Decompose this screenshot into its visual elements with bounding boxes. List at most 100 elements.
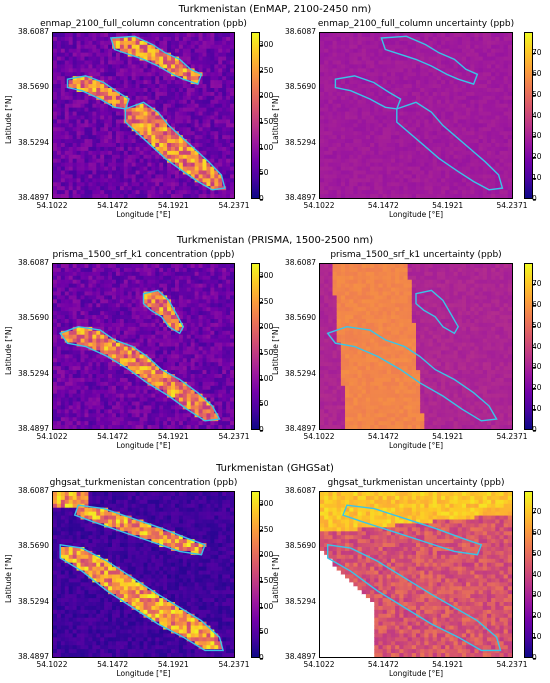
heatmap-cell xyxy=(416,162,421,168)
heatmap-cell xyxy=(92,417,97,422)
heatmap-cell xyxy=(112,389,117,395)
heatmap-cell xyxy=(370,33,375,38)
heatmap-cell xyxy=(198,158,204,164)
heatmap-cell xyxy=(68,84,74,89)
heatmap-cell xyxy=(76,115,82,121)
heatmap-cell xyxy=(88,154,93,160)
heatmap-cell xyxy=(64,299,70,304)
heatmap-cell xyxy=(353,190,359,195)
heatmap-cell xyxy=(357,40,363,46)
heatmap-cell xyxy=(491,33,496,38)
heatmap-cell xyxy=(151,271,156,277)
heatmap-cell xyxy=(320,107,325,113)
heatmap-cell xyxy=(416,186,421,191)
heatmap-cell xyxy=(127,358,133,363)
heatmap-cell xyxy=(143,72,149,77)
heatmap-cell xyxy=(104,115,109,121)
heatmap-cell xyxy=(222,111,227,117)
heatmap-cell xyxy=(182,190,188,195)
heatmap-cell xyxy=(135,264,141,269)
heatmap-cell xyxy=(445,91,450,97)
heatmap-cell xyxy=(470,194,476,198)
heatmap-cell xyxy=(167,91,172,97)
heatmap-cell xyxy=(345,115,350,121)
heatmap-cell xyxy=(182,36,188,42)
heatmap-cell xyxy=(76,60,82,66)
heatmap-cell xyxy=(186,143,192,148)
heatmap-cell xyxy=(96,311,101,316)
heatmap-cell xyxy=(370,166,375,172)
heatmap-cell xyxy=(466,166,471,172)
heatmap-cell xyxy=(108,401,113,407)
heatmap-cell xyxy=(320,88,325,93)
heatmap-cell xyxy=(108,146,113,152)
heatmap-cell xyxy=(416,99,421,105)
heatmap-cell xyxy=(482,119,488,124)
heatmap-cell xyxy=(206,150,211,156)
heatmap-cell xyxy=(104,330,109,336)
heatmap-cell xyxy=(491,194,496,198)
heatmap-cell xyxy=(96,170,101,176)
heatmap-cell xyxy=(80,146,86,152)
heatmap-cell xyxy=(159,95,164,101)
heatmap-cell xyxy=(131,72,137,77)
heatmap-cell xyxy=(100,48,105,54)
heatmap-cell xyxy=(135,377,141,383)
heatmap-cell xyxy=(119,401,125,407)
colorbar-tick-mark xyxy=(533,94,536,96)
heatmap-cell xyxy=(499,131,505,136)
heatmap-cell xyxy=(365,190,371,195)
heatmap-cell xyxy=(411,170,417,176)
heatmap-cell xyxy=(88,425,93,429)
heatmap-cell xyxy=(206,111,211,117)
heatmap-cell xyxy=(182,123,188,128)
heatmap-cell xyxy=(403,48,409,54)
heatmap-cell xyxy=(108,44,113,50)
heatmap-cell xyxy=(328,146,334,152)
heatmap-cell xyxy=(64,88,70,93)
heatmap-cell xyxy=(108,154,113,160)
heatmap-cell xyxy=(424,146,430,152)
heatmap-cell xyxy=(92,88,97,93)
heatmap-cell xyxy=(466,119,471,124)
colorbar-tick-label: 200 xyxy=(259,91,274,101)
heatmap-cell xyxy=(127,346,133,352)
heatmap-cell xyxy=(226,76,231,81)
heatmap-cell xyxy=(131,131,137,136)
heatmap-cell xyxy=(174,99,180,105)
heatmap-cell xyxy=(324,95,329,101)
heatmap-cell xyxy=(436,158,442,164)
heatmap-cell xyxy=(441,166,446,172)
heatmap-cell xyxy=(482,72,488,77)
heatmap-cell xyxy=(230,68,234,73)
heatmap-cell xyxy=(178,119,184,124)
heatmap-cell xyxy=(411,123,417,128)
heatmap-cell xyxy=(320,48,325,54)
heatmap-cell xyxy=(92,267,97,273)
heatmap-cell xyxy=(226,178,231,183)
heatmap-cell xyxy=(206,48,211,54)
heatmap-cell xyxy=(482,123,488,128)
heatmap-cell xyxy=(357,36,363,42)
heatmap-cell xyxy=(174,52,180,58)
heatmap-cell xyxy=(174,95,180,101)
heatmap-cell xyxy=(441,36,446,42)
heatmap-cell xyxy=(143,182,149,187)
heatmap-cell xyxy=(374,95,380,101)
heatmap-cell xyxy=(324,72,329,77)
heatmap-cell xyxy=(378,131,384,136)
heatmap-cell xyxy=(357,111,363,117)
heatmap-cell xyxy=(499,123,505,128)
heatmap-cell xyxy=(407,170,413,176)
heatmap-cell xyxy=(76,80,82,85)
heatmap-cell xyxy=(399,80,405,85)
heatmap-cell xyxy=(68,91,74,97)
heatmap-cell xyxy=(324,158,329,164)
heatmap-cell xyxy=(370,52,375,58)
heatmap-cell xyxy=(478,44,484,50)
heatmap-cell xyxy=(182,174,188,179)
heatmap-cell xyxy=(68,178,74,183)
heatmap-cell xyxy=(53,291,58,297)
heatmap-cell xyxy=(432,127,438,132)
heatmap-cell xyxy=(151,150,156,156)
